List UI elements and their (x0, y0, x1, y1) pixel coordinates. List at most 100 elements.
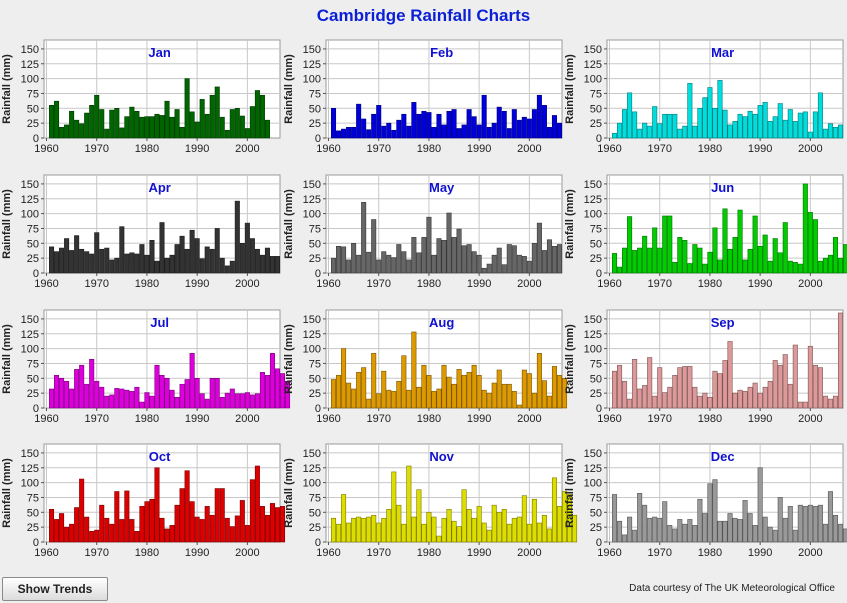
bar (652, 395, 658, 409)
bar (204, 506, 210, 543)
bar (692, 125, 698, 139)
bar (712, 479, 718, 543)
chart-sep: 0 25 50 75 100 125 150 1960 1970 1980 1990 2000 Sep R… (564, 309, 844, 425)
bar (732, 392, 738, 409)
bar (244, 222, 250, 274)
bar (164, 377, 170, 409)
x-tick-label: 1970 (366, 413, 390, 425)
bar (224, 265, 230, 274)
bar (189, 229, 195, 274)
bar (421, 523, 427, 543)
y-tick-label: 25 (27, 253, 39, 265)
bar (712, 370, 718, 409)
bar (129, 519, 135, 543)
x-tick-label: 1970 (84, 278, 108, 290)
bar (54, 100, 60, 139)
bar (506, 383, 512, 409)
bar (757, 245, 763, 274)
y-tick-label: 100 (303, 344, 321, 356)
bar (531, 243, 537, 274)
bar (269, 503, 275, 543)
x-tick-label: 1980 (698, 278, 722, 290)
y-tick-label: 75 (590, 88, 602, 100)
bar (812, 219, 818, 274)
bar (772, 529, 778, 543)
bar (817, 92, 823, 139)
y-tick-label: 75 (309, 492, 321, 504)
bar (491, 382, 497, 409)
bar (341, 494, 347, 543)
x-tick-label: 1980 (698, 413, 722, 425)
bar (792, 121, 798, 139)
y-tick-label: 50 (27, 238, 39, 250)
bar (617, 122, 623, 139)
bar (747, 386, 753, 409)
x-tick-label: 1960 (597, 278, 621, 290)
bar (632, 358, 638, 409)
bar (139, 401, 145, 409)
bar (209, 94, 215, 139)
bar (541, 250, 547, 274)
y-tick-label: 25 (309, 522, 321, 534)
bar (536, 353, 542, 409)
bar (662, 501, 668, 543)
bar (421, 364, 427, 409)
bar (742, 500, 748, 543)
bar (164, 257, 170, 274)
bar (521, 495, 527, 543)
bar (346, 127, 352, 139)
bar (406, 125, 412, 139)
bar (396, 504, 402, 543)
y-tick-label: 150 (584, 179, 602, 191)
bar (426, 216, 432, 274)
x-tick-label: 2000 (235, 413, 259, 425)
bar (797, 504, 803, 543)
y-tick-label: 50 (27, 373, 39, 385)
bar (727, 513, 733, 543)
bar (124, 116, 130, 139)
bar (356, 103, 362, 139)
bar (737, 209, 743, 274)
bar (466, 372, 472, 409)
y-tick-label: 0 (596, 268, 602, 280)
bar (541, 105, 547, 139)
bar (742, 259, 748, 274)
bar (697, 498, 703, 543)
bar (536, 522, 542, 543)
y-tick-label: 125 (21, 463, 39, 475)
show-trends-button[interactable]: Show Trends (2, 577, 108, 601)
x-tick-label: 1980 (698, 547, 722, 559)
bar (742, 391, 748, 409)
bar (114, 491, 120, 543)
y-tick-label: 125 (584, 329, 602, 341)
bar (612, 370, 618, 409)
x-tick-label: 1990 (185, 413, 209, 425)
bar (752, 525, 758, 543)
bar (279, 506, 286, 543)
y-tick-label: 0 (315, 133, 321, 145)
bar (652, 516, 658, 543)
bar (526, 373, 532, 409)
bar (687, 366, 693, 409)
bar (707, 483, 713, 543)
bar (249, 479, 255, 543)
bar (617, 266, 623, 274)
bar (391, 129, 397, 139)
bar (461, 245, 467, 274)
bar (64, 526, 70, 543)
bar (812, 506, 818, 543)
bar (747, 110, 753, 139)
bar (366, 129, 372, 139)
y-tick-label: 75 (590, 492, 602, 504)
bar (366, 251, 372, 274)
bar (757, 467, 763, 543)
bar (274, 507, 280, 543)
bar (74, 119, 80, 139)
chart-mar: 0 25 50 75 100 125 150 1960 1970 1980 1990 2000 Mar R… (564, 39, 844, 155)
bar (561, 377, 568, 409)
bar (787, 506, 793, 543)
bar (219, 397, 225, 409)
bar (677, 128, 683, 139)
bar (717, 520, 723, 543)
bar (787, 260, 793, 274)
